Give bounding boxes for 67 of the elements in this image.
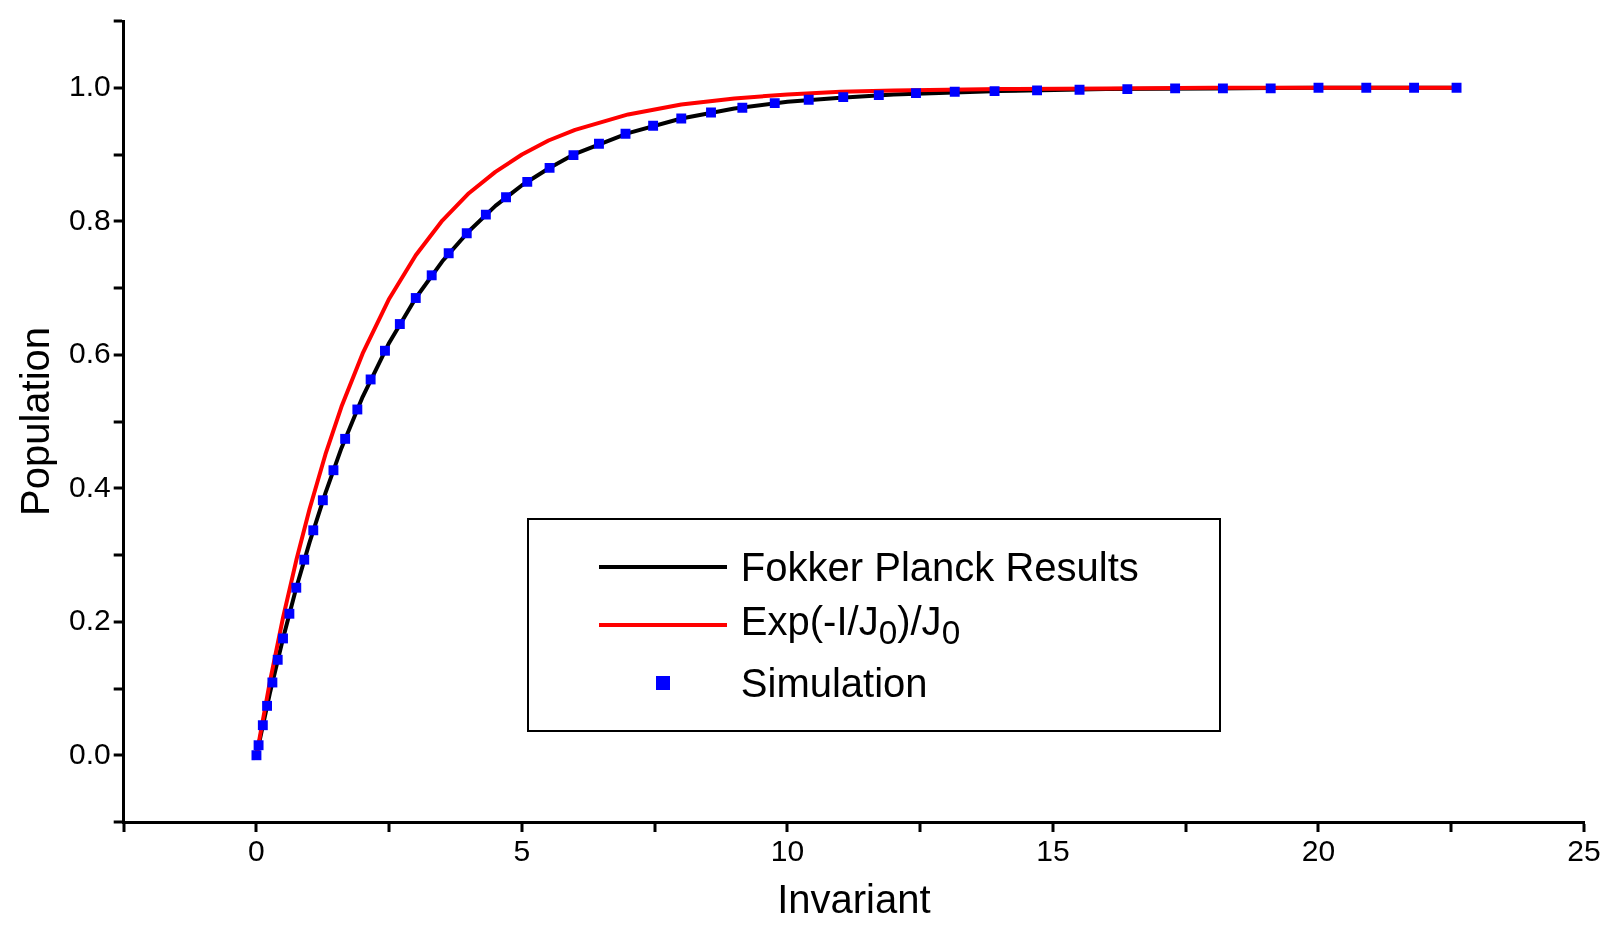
point [352,404,363,415]
legend-label: Exp(-I/J$_{0}$)/J$_{0}$ [740,598,961,652]
y-axis-title: Population [13,326,58,517]
point [544,162,555,173]
x-tick-label: 5 [513,834,531,868]
point [522,176,533,187]
point [594,138,604,149]
point [989,86,1000,97]
point [308,525,319,536]
point [267,677,278,688]
point [1313,82,1324,93]
point [480,209,491,220]
point [838,92,849,103]
point [299,554,310,565]
x-tick-label: 0 [248,834,265,868]
point [340,433,351,444]
point [1032,85,1042,96]
point [1217,83,1228,94]
x-tick-label: 15 [1036,834,1070,868]
x-axis-title: Invariant [777,877,931,922]
point [769,98,780,109]
point [253,740,264,751]
point [394,319,405,329]
point [328,465,339,476]
point [262,700,273,711]
point [426,270,437,281]
point [272,654,283,665]
y-tick-label: 0.6 [68,336,111,370]
point [1265,83,1276,94]
point [461,228,472,239]
point [1170,83,1181,94]
point [803,94,814,105]
legend-label: Fokker Planck Results [740,544,1139,590]
point [278,633,288,644]
x-tick-label: 25 [1567,834,1601,868]
point [365,374,376,385]
x-tick-label: 20 [1301,834,1336,868]
point [380,345,390,356]
point [676,113,687,124]
point [501,192,511,203]
point [949,86,960,97]
point [620,128,631,139]
point [706,107,716,118]
y-tick-label: 0.2 [68,603,111,637]
point [291,582,302,593]
x-tick-label: 10 [770,834,805,868]
point [410,293,421,303]
point [1361,82,1372,93]
y-tick-label: 1.0 [68,69,111,103]
point [317,495,328,506]
point [873,90,884,101]
y-tick-label: 0.8 [68,202,111,236]
point [648,120,659,131]
point [1451,82,1462,93]
point [737,102,748,113]
point [284,608,295,619]
point [1074,84,1085,95]
y-tick-label: 0.0 [68,736,111,770]
y-tick-label: 0.4 [68,469,111,503]
point [568,150,579,161]
point [1409,82,1420,93]
point [251,750,262,761]
point [1122,84,1133,95]
point [257,720,268,731]
legend-label: Simulation [740,660,928,706]
point [911,88,921,99]
point [443,248,454,259]
